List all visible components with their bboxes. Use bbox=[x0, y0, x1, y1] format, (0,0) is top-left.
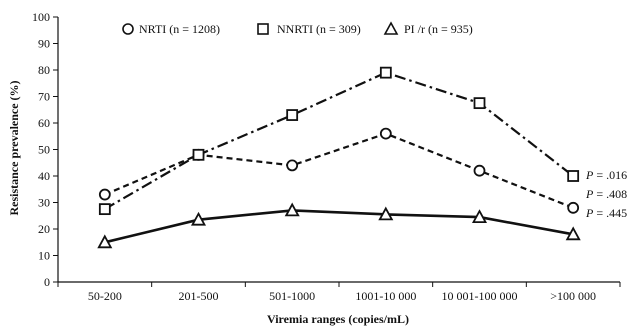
data-point-triangle bbox=[284, 202, 300, 217]
data-point-circle bbox=[473, 164, 486, 177]
p-value-nnrti: P = .016 bbox=[585, 168, 627, 182]
series-line bbox=[104, 209, 574, 244]
legend: NRTI (n = 1208) NNRTI (n = 309) PI /r (n… bbox=[122, 21, 473, 36]
x-axis: 50-200 201-500 501-1000 1001-10 000 10 001-1… bbox=[57, 281, 621, 303]
data-point-circle bbox=[567, 201, 580, 214]
data-point-triangle bbox=[378, 206, 394, 221]
y-axis: 0 10 20 30 40 50 60 70 80 90 100 bbox=[32, 10, 59, 289]
x-tick-label: 1001-10 000 bbox=[355, 289, 416, 303]
p-value-annotations: P = .016 P = .408 P = .445 bbox=[585, 168, 627, 220]
series-line bbox=[104, 71, 574, 211]
legend-label-pi: PI /r (n = 935) bbox=[404, 22, 473, 36]
x-tick-label: 50-200 bbox=[88, 289, 122, 303]
data-point-circle bbox=[379, 127, 392, 140]
y-tick-label: 90 bbox=[38, 37, 50, 51]
y-tick-label: 60 bbox=[38, 116, 50, 130]
legend-label-nnrti: NNRTI (n = 309) bbox=[277, 22, 361, 36]
series-circle bbox=[98, 127, 580, 214]
y-tick-label: 0 bbox=[44, 275, 50, 289]
data-point-square bbox=[567, 170, 580, 182]
x-tick-label: 501-1000 bbox=[269, 289, 315, 303]
y-tick-label: 30 bbox=[38, 196, 50, 210]
data-point-triangle bbox=[471, 209, 488, 224]
y-tick-label: 10 bbox=[38, 249, 50, 263]
y-axis-title: Resistance prevalence (%) bbox=[7, 80, 21, 215]
y-tick-label: 80 bbox=[38, 63, 50, 77]
p-value-nrti: P = .408 bbox=[585, 187, 627, 201]
series-line bbox=[104, 132, 574, 209]
data-point-square bbox=[286, 109, 299, 121]
legend-label-nrti: NRTI (n = 1208) bbox=[139, 22, 220, 36]
data-point-square bbox=[98, 203, 111, 216]
data-point-square bbox=[473, 97, 486, 110]
y-tick-label: 20 bbox=[38, 222, 50, 236]
y-tick-label: 70 bbox=[38, 90, 50, 104]
x-tick-label: 10 001-100 000 bbox=[442, 289, 518, 303]
legend-marker-nrti bbox=[122, 23, 134, 35]
x-tick-label: >100 000 bbox=[550, 289, 596, 303]
y-tick-label: 50 bbox=[38, 143, 50, 157]
series-layer bbox=[97, 66, 581, 249]
data-point-triangle bbox=[190, 211, 207, 226]
y-tick-label: 40 bbox=[38, 169, 50, 183]
data-point-triangle bbox=[97, 234, 113, 249]
x-tick-label: 201-500 bbox=[179, 289, 219, 303]
legend-marker-pi bbox=[383, 21, 399, 35]
data-point-circle bbox=[286, 159, 299, 172]
y-tick-label: 100 bbox=[32, 10, 50, 24]
series-triangle bbox=[97, 202, 581, 249]
series-square bbox=[98, 66, 580, 216]
data-point-square bbox=[379, 66, 392, 79]
data-point-square bbox=[192, 148, 205, 161]
data-point-triangle bbox=[565, 226, 581, 241]
legend-marker-nnrti bbox=[257, 23, 269, 35]
p-value-pi: P = .445 bbox=[585, 206, 627, 220]
x-axis-title: Viremia ranges (copies/mL) bbox=[267, 312, 409, 326]
data-point-circle bbox=[98, 188, 111, 201]
